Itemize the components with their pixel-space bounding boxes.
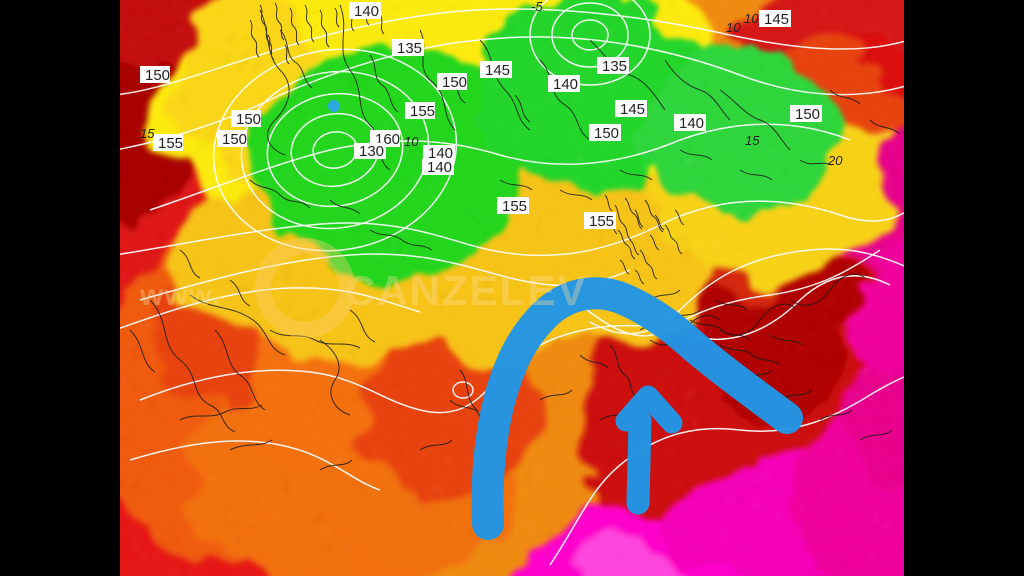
svg-text:www.: www. — [139, 279, 221, 312]
svg-text:140: 140 — [427, 159, 452, 176]
svg-text:135: 135 — [397, 40, 422, 57]
svg-text:150: 150 — [222, 131, 247, 148]
svg-text:130: 130 — [359, 143, 384, 160]
svg-text:155: 155 — [589, 213, 614, 230]
svg-text:140: 140 — [553, 76, 578, 93]
svg-text:10: 10 — [404, 134, 419, 149]
svg-text:150: 150 — [795, 106, 820, 123]
svg-text:135: 135 — [602, 58, 627, 75]
svg-text:150: 150 — [236, 111, 261, 128]
svg-text:150: 150 — [594, 125, 619, 142]
svg-text:CANZELEV: CANZELEV — [345, 267, 587, 314]
svg-text:140: 140 — [354, 3, 379, 20]
svg-text:155: 155 — [158, 135, 183, 152]
svg-text:150: 150 — [145, 67, 170, 84]
svg-text:155: 155 — [410, 103, 435, 120]
svg-text:145: 145 — [485, 62, 510, 79]
svg-text:150: 150 — [442, 74, 467, 91]
svg-text:15: 15 — [140, 126, 155, 141]
svg-text:140: 140 — [679, 115, 704, 132]
svg-text:10: 10 — [744, 11, 759, 26]
svg-text:20: 20 — [827, 153, 843, 168]
svg-text:155: 155 — [502, 198, 527, 215]
svg-text:145: 145 — [620, 101, 645, 118]
svg-text:15: 15 — [745, 133, 760, 148]
svg-text:-5: -5 — [531, 0, 543, 14]
svg-text:10: 10 — [726, 20, 741, 35]
svg-text:145: 145 — [764, 11, 789, 28]
